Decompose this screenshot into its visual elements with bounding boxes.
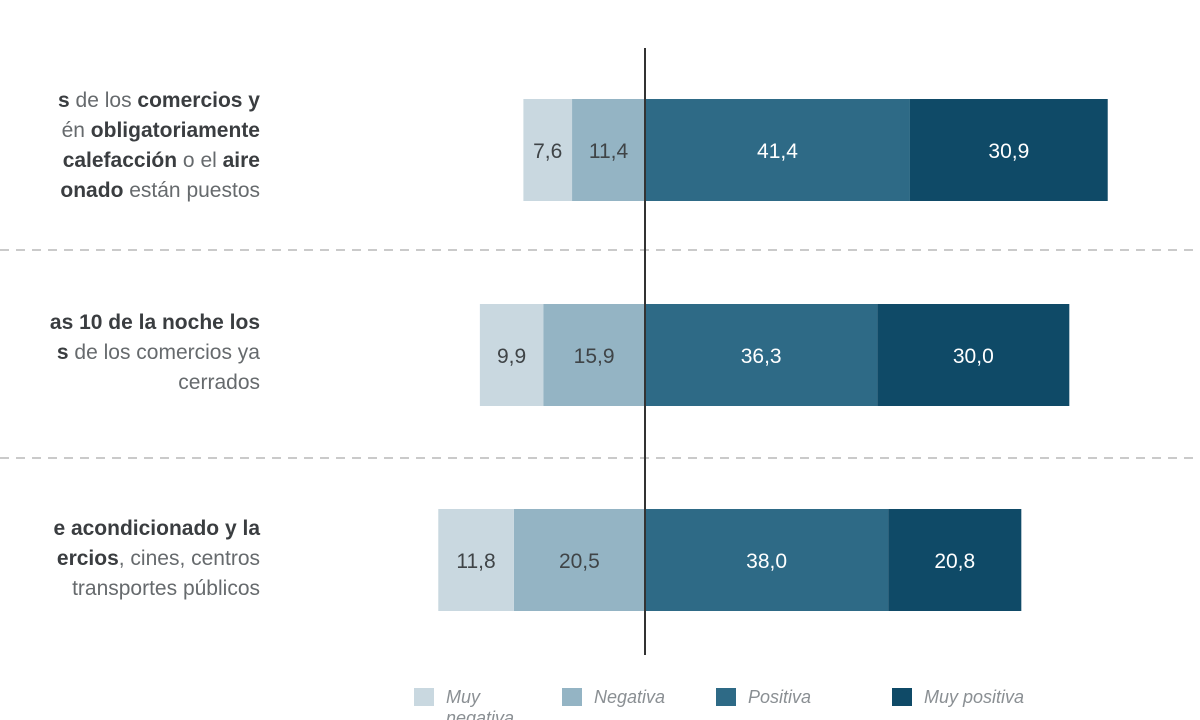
bar-row3-positiva (645, 509, 889, 611)
bar-row2-muy-positiva (877, 304, 1070, 406)
data-label-row2-negativa: 15,9 (574, 345, 615, 368)
data-label-row1-muy-positiva: 30,9 (988, 140, 1029, 163)
category-label-1-line-1: s de los comercios y (58, 89, 260, 112)
legend-swatch-muy-positiva (892, 688, 912, 706)
data-label-row2-muy-negativa: 9,9 (497, 345, 526, 368)
legend-swatch-negativa (562, 688, 582, 706)
legend-label-muy-positiva: Muy positiva (924, 687, 1024, 707)
bar-row2-muy-negativa (479, 304, 544, 406)
bar-row1-muy-positiva (909, 99, 1108, 201)
category-label-3-line-2: ercios, cines, centros (56, 547, 260, 570)
category-label-1-line-3: calefacción o el aire (62, 149, 260, 172)
data-label-row3-positiva: 38,0 (746, 550, 787, 573)
bar-row3-muy-negativa (438, 509, 514, 611)
category-label-3-line-1: e acondicionado y la (53, 517, 260, 540)
data-label-row2-muy-positiva: 30,0 (953, 345, 994, 368)
category-label-2-line-1: as 10 de la noche los (49, 311, 260, 334)
category-label-3-line-3: transportes públicos (72, 577, 260, 600)
category-label-1-line-4: onado están puestos (60, 179, 260, 202)
category-label-2-line-2: s de los comercios ya (56, 341, 260, 364)
legend-swatch-muy-negativa (414, 688, 434, 706)
legend-swatch-positiva (716, 688, 736, 706)
bar-row2-negativa (543, 304, 645, 406)
bar-row1-negativa (572, 99, 645, 201)
bar-row3-muy-positiva (888, 509, 1022, 611)
bar-row1-positiva (645, 99, 910, 201)
data-label-row1-positiva: 41,4 (757, 140, 798, 163)
bar-row1-muy-negativa (523, 99, 573, 201)
bar-row3-negativa (513, 509, 645, 611)
bar-row2-positiva (645, 304, 878, 406)
category-label-1-line-2: én obligatoriamente (61, 119, 260, 142)
data-label-row3-muy-negativa: 11,8 (456, 550, 495, 573)
legend-label-muy-negativa: Muy negativa (446, 687, 514, 720)
legend-label-positiva: Positiva (748, 687, 811, 707)
data-label-row2-positiva: 36,3 (741, 345, 782, 368)
category-label-2: as 10 de la noche los s de los comercios… (0, 308, 260, 398)
category-label-3: e acondicionado y la ercios, cines, cent… (0, 514, 260, 604)
legend-label-negativa: Negativa (594, 687, 665, 707)
category-label-1: s de los comercios y én obligatoriamente… (0, 86, 260, 206)
category-label-2-line-3: cerrados (178, 371, 260, 394)
data-label-row3-negativa: 20,5 (559, 550, 600, 573)
data-label-row1-muy-negativa: 7,6 (533, 140, 562, 163)
data-label-row1-negativa: 11,4 (589, 140, 629, 163)
data-label-row3-muy-positiva: 20,8 (934, 550, 975, 573)
